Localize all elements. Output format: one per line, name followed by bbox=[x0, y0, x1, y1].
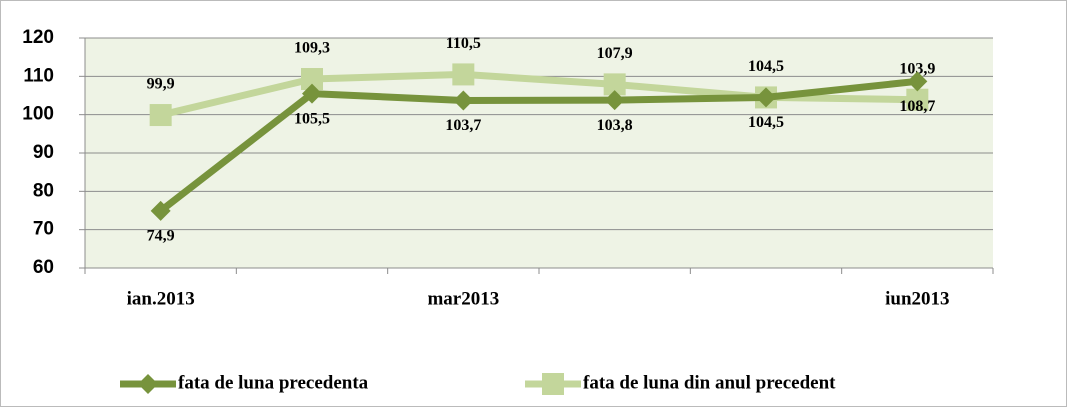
legend-label: fata de luna din anul precedent bbox=[583, 372, 836, 393]
y-tick-label: 70 bbox=[33, 219, 54, 240]
data-label: 110,5 bbox=[446, 35, 481, 52]
x-tick-label: ian.2013 bbox=[127, 288, 195, 309]
data-label: 99,9 bbox=[147, 76, 175, 93]
data-label: 103,7 bbox=[445, 117, 481, 134]
data-point bbox=[453, 90, 474, 111]
data-label: 109,3 bbox=[294, 40, 330, 57]
x-tick-label: iun2013 bbox=[885, 288, 949, 309]
data-label: 74,9 bbox=[147, 228, 175, 245]
series-line bbox=[158, 77, 918, 214]
data-point bbox=[906, 88, 929, 111]
data-label: 103,9 bbox=[899, 60, 935, 77]
data-label: 105,5 bbox=[294, 110, 330, 127]
data-point bbox=[907, 71, 928, 92]
data-label: 107,9 bbox=[597, 45, 633, 62]
data-label: 104,5 bbox=[748, 58, 784, 75]
legend-marker bbox=[542, 373, 564, 395]
data-label: 108,7 bbox=[899, 98, 935, 115]
y-tick-label: 110 bbox=[23, 65, 54, 86]
data-point bbox=[756, 87, 776, 108]
data-point bbox=[452, 63, 475, 86]
data-point bbox=[149, 104, 172, 127]
legend-marker bbox=[138, 374, 158, 394]
y-tick-label: 80 bbox=[33, 180, 54, 201]
y-tick-label: 100 bbox=[22, 104, 54, 125]
legend-label: fata de luna precedenta bbox=[178, 372, 369, 393]
data-point bbox=[603, 73, 626, 96]
y-tick-label: 120 bbox=[22, 27, 54, 48]
y-tick-label: 90 bbox=[33, 142, 54, 163]
data-label: 103,8 bbox=[597, 117, 633, 134]
data-point bbox=[301, 68, 323, 91]
y-tick-label: 60 bbox=[33, 257, 54, 278]
data-point bbox=[604, 90, 625, 111]
x-tick-label: mar2013 bbox=[427, 288, 499, 309]
data-point bbox=[150, 200, 171, 221]
data-point bbox=[302, 83, 322, 104]
data-label: 104,5 bbox=[748, 114, 784, 131]
